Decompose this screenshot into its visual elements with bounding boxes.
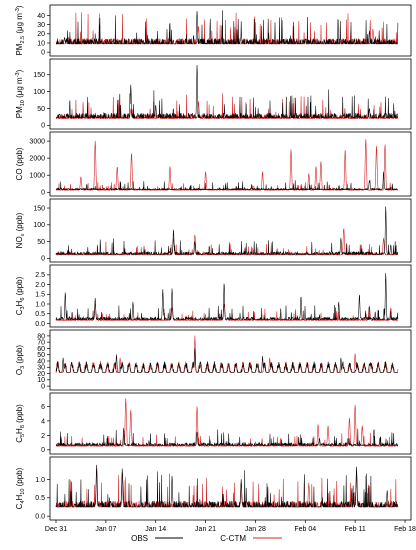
y-axis-label: PM10 (μg m-3) [15,69,26,118]
y-axis-label: O3 (ppb) [15,345,26,376]
panel-frame [49,58,412,130]
legend: OBS C-CTM [131,534,282,543]
y-tick-label: 30 [37,365,45,372]
panel-frame [49,198,412,263]
y-tick-label: 2.0 [35,282,45,289]
series-line-ctm-c4h10 [55,468,399,508]
y-tick-label: 0.0 [35,514,45,521]
panel-frame [49,392,412,455]
series-line-obs-o3 [55,348,398,373]
x-tick-label: Dec 31 [45,526,67,533]
series-line-obs-co [56,171,399,190]
series-line-obs-nox [55,206,399,255]
panel-nox: 0 50 100 150 NOx (ppb) [15,198,412,263]
y-tick-label: 50 [37,239,45,246]
y-tick-label: 2000 [29,156,45,163]
y-tick-label: 0 [41,447,45,454]
y-tick-label: 3000 [29,139,45,146]
y-tick-label: 40 [37,358,45,365]
y-tick-label: 10 [37,40,45,47]
y-axis-label: C4H10 (ppb) [15,467,26,509]
y-tick-label: 50 [37,352,45,359]
y-tick-label: 20 [37,31,45,38]
panel-pm10: 0 50 100 150 PM10 (μg m-3) [15,58,412,130]
y-tick-label: 20 [37,371,45,378]
panel-frame [49,329,412,391]
y-axis-label: PM2.5 (μg m-3) [15,5,26,55]
y-tick-label: 2 [41,433,45,440]
y-tick-label: 0.5 [35,495,45,502]
y-tick-label: 1.0 [35,301,45,308]
series-line-obs-c5h8 [56,427,399,446]
y-tick-label: 0 [41,50,45,57]
x-tick-label: Feb 04 [294,526,316,533]
panel-c5h8: 0 2 4 6 C5H8 (ppb) [15,392,412,455]
y-tick-label: 150 [33,72,45,79]
y-tick-label: 150 [33,205,45,212]
panel-c3h6: 0.0 0.5 1.0 1.5 2.0 2.5 C3H6 (ppb) [15,264,412,328]
x-tick-label: Jan 28 [245,526,266,533]
panel-co: 0 1000 2000 3000 CO (ppb) [15,131,412,197]
y-tick-label: 0 [41,256,45,263]
y-tick-label: 2.5 [35,272,45,279]
series-line-obs-c3h6 [55,273,399,320]
panel-c4h10: 0.0 0.5 1.0 C4H10 (ppb) [15,456,412,521]
y-tick-label: 0 [41,384,45,391]
y-tick-label: 10 [37,377,45,384]
y-tick-label: 0.5 [35,311,45,318]
y-axis-label: NOx (ppb) [15,212,26,248]
y-tick-label: 1.5 [35,292,45,299]
panel-frame [49,264,412,328]
panel-frame [49,131,412,197]
y-tick-label: 0.0 [35,321,45,328]
series-line-obs-c4h10 [55,464,399,508]
y-axis-label: C5H8 (ppb) [15,404,26,443]
legend-label-cctm: C-CTM [220,534,246,543]
series-line-obs-pm10 [56,64,399,119]
y-tick-label: 70 [37,340,45,347]
y-tick-label: 100 [33,89,45,96]
x-tick-label: Feb 18 [394,526,416,533]
legend-label-obs: OBS [131,534,148,543]
y-tick-label: 80 [37,333,45,340]
y-tick-label: 60 [37,346,45,353]
y-tick-label: 30 [37,22,45,29]
y-axis-label: C3H6 (ppb) [15,276,26,315]
x-tick-label: Jan 21 [195,526,216,533]
x-tick-label: Feb 11 [345,526,366,533]
y-tick-label: 0 [41,123,45,130]
y-tick-label: 100 [33,222,45,229]
x-axis: Dec 31 Jan 07 Jan 14 Jan 21 Jan 28 Feb 04 Feb … [45,520,416,533]
panel-pm25: 0 10 20 30 40 PM2.5 (μg m-3) [15,4,412,57]
y-tick-label: 0 [41,190,45,197]
series-line-ctm-c5h8 [55,398,398,447]
series-line-obs-pm25 [56,10,399,45]
y-tick-label: 4 [41,418,45,425]
y-tick-label: 1000 [29,173,45,180]
x-tick-label: Jan 14 [145,526,166,533]
panel-frame [49,4,412,57]
series-line-ctm-pm10 [56,93,399,119]
panel-frame [49,456,412,521]
y-tick-label: 6 [41,404,45,411]
y-tick-label: 1.0 [35,477,45,484]
x-tick-label: Jan 07 [95,526,116,533]
y-tick-label: 50 [37,106,45,113]
y-axis-label: CO (ppb) [15,147,24,180]
series-line-ctm-o3 [56,335,399,373]
y-tick-label: 40 [37,13,45,20]
